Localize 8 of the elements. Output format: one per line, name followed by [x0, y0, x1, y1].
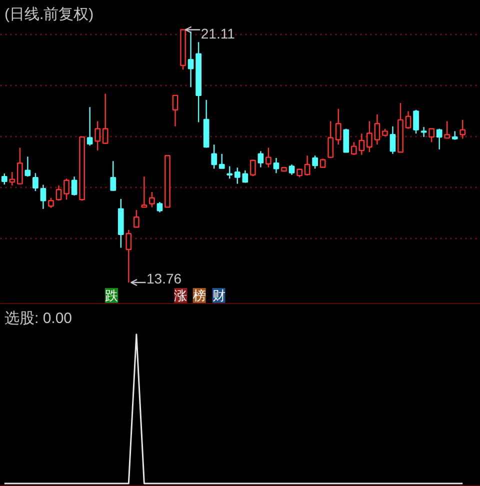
chart-title: 选股: 0.00 — [4, 310, 72, 327]
chart-title: (日线.前复权) — [4, 6, 94, 23]
annotation: 榜 — [192, 288, 206, 303]
annotation: 跌 — [105, 288, 118, 303]
annotation: 13.76 — [146, 270, 182, 286]
annotation: 财 — [212, 288, 226, 303]
annotation: 21.11 — [200, 26, 236, 42]
annotation: 涨 — [174, 288, 188, 303]
